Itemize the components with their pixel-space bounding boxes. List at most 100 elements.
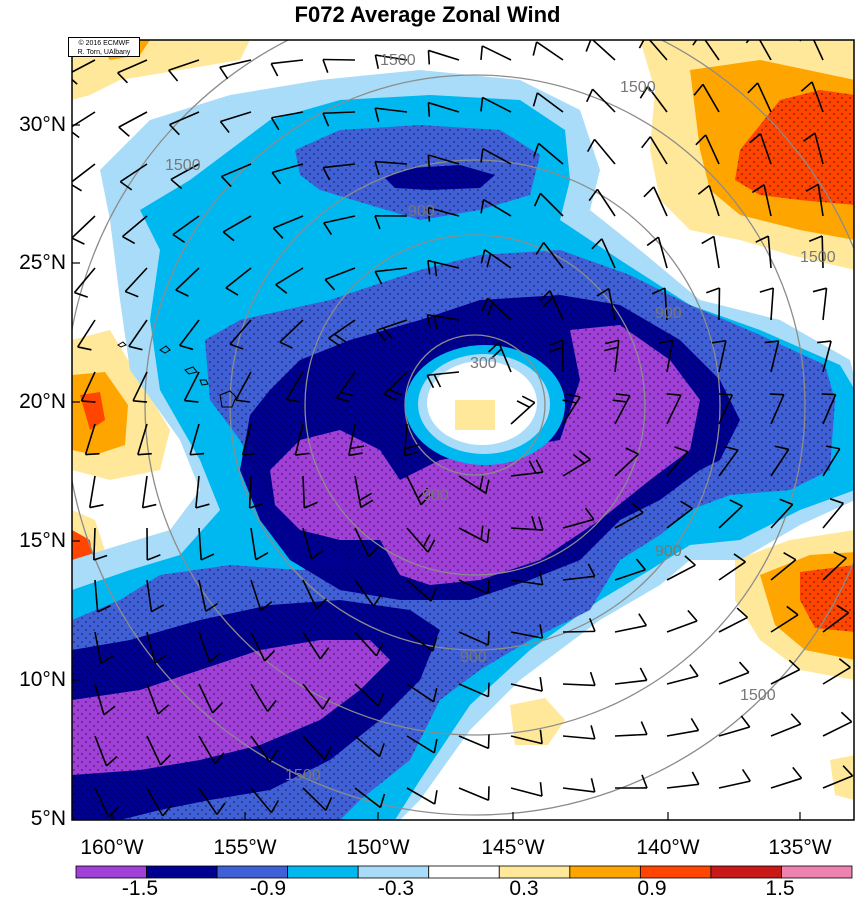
wind-barb-flag (74, 291, 88, 298)
wind-barb (72, 215, 96, 239)
lat-label: 25°N (19, 251, 66, 274)
wind-barb (539, 192, 564, 217)
wind-barb-flag (539, 290, 551, 302)
wind-barb-flag (322, 59, 329, 73)
wind-barb (118, 111, 148, 128)
wind-barb (406, 631, 434, 652)
wind-barb-flag (590, 725, 596, 740)
wind-barb-flag (368, 546, 380, 558)
wind-barb (229, 319, 252, 345)
wind-barb (225, 267, 252, 289)
wind-barb-flag (842, 765, 854, 777)
wind-barb-flag (562, 399, 577, 404)
wind-barb (273, 215, 304, 229)
wind-barb-flag (779, 498, 793, 506)
lat-label: 30°N (19, 113, 66, 136)
wind-barb-flag (639, 85, 649, 99)
wind-barb-flag (275, 284, 288, 294)
wind-barb-flag (805, 183, 819, 192)
wind-barb-flag (589, 671, 596, 686)
wind-barb (302, 683, 324, 710)
wind-barb (72, 163, 96, 183)
wind-barb (822, 288, 828, 321)
wind-barb-flag (528, 460, 537, 474)
wind-barb-flag (374, 54, 380, 69)
wind-barb-flag (270, 63, 279, 77)
wind-barb (510, 471, 543, 477)
wind-barb-flag (539, 677, 544, 692)
contour-label: 900 (655, 305, 682, 322)
wind-barb-flag (426, 374, 435, 389)
contour-label: 1500 (620, 79, 656, 96)
wind-barb-flag (596, 287, 610, 297)
wind-barb-flag (572, 453, 585, 464)
wind-barb (718, 449, 739, 477)
contour-labels: 900 900 900 900 900 1500 1500 1500 1500 … (165, 52, 836, 784)
wind-barb (536, 41, 564, 61)
wind-barb-flag (697, 184, 710, 195)
wind-barb (94, 683, 105, 715)
wind-barb-flag (729, 499, 743, 507)
wind-barb-flag (486, 528, 490, 543)
wind-barb (250, 787, 273, 814)
wind-barb (591, 40, 616, 61)
lon-label: 145°W (481, 836, 545, 859)
wind-barb (666, 394, 682, 425)
wind-barb (121, 215, 148, 238)
wind-barb-flag (205, 602, 218, 612)
wind-barb (220, 111, 252, 123)
wind-barb (538, 142, 564, 165)
map-title: F072 Average Zonal Wind (294, 2, 561, 27)
wind-barb-flag (587, 563, 596, 577)
wind-barb-flag (479, 475, 484, 490)
wind-barb (510, 401, 536, 425)
contour-label: 1500 (740, 687, 776, 704)
wind-barb-flag (304, 501, 318, 509)
wind-barb-flag (319, 647, 330, 660)
wind-barb-flag (103, 705, 116, 716)
wind-barb (702, 83, 720, 113)
wind-barb-flag (803, 132, 816, 142)
wind-barb-flag (377, 692, 385, 707)
wind-barb (510, 579, 543, 586)
wind-barb (713, 236, 720, 269)
wind-barb (562, 575, 595, 581)
wind-barb (822, 721, 853, 737)
wind-barb-flag (374, 107, 380, 122)
wind-barb-flag (128, 345, 143, 351)
lon-label: 160°W (80, 836, 144, 859)
wind-barb (718, 394, 734, 425)
wind-barb (117, 59, 148, 74)
wind-barb-flag (531, 516, 537, 530)
wind-barb (250, 735, 271, 763)
wind-barb-flag (612, 399, 627, 403)
wind-barb (718, 561, 746, 581)
wind-barb-flag (359, 492, 372, 502)
wind-barb (756, 82, 772, 113)
wind-barb (302, 735, 326, 761)
wind-barb (510, 631, 543, 639)
wind-barb-flag (328, 337, 341, 347)
wind-barb-flag (270, 800, 280, 814)
wind-barb-flag (486, 302, 494, 317)
wind-barb-flag (549, 346, 564, 353)
wind-barb-flag (108, 806, 119, 818)
wind-barb-flag (643, 186, 655, 198)
wind-barb (248, 475, 252, 509)
colorbar-swatch (428, 865, 500, 879)
wind-barb (498, 342, 512, 373)
wind-barb-flag (77, 346, 92, 351)
wind-barb-flag (382, 327, 393, 340)
wind-barb-flag (146, 554, 161, 561)
wind-barb (271, 59, 304, 65)
wind-barb-flag (168, 69, 179, 82)
wind-barb-flag (404, 451, 419, 457)
wind-barb (822, 502, 844, 529)
wind-barb-flag (162, 804, 173, 817)
axis-ticks (72, 124, 801, 820)
wind-barb (323, 215, 356, 224)
wind-barb-flag (605, 339, 619, 345)
wind-barb-flag (733, 553, 746, 563)
wind-barb-flag (81, 400, 96, 403)
wind-barb (323, 163, 356, 169)
